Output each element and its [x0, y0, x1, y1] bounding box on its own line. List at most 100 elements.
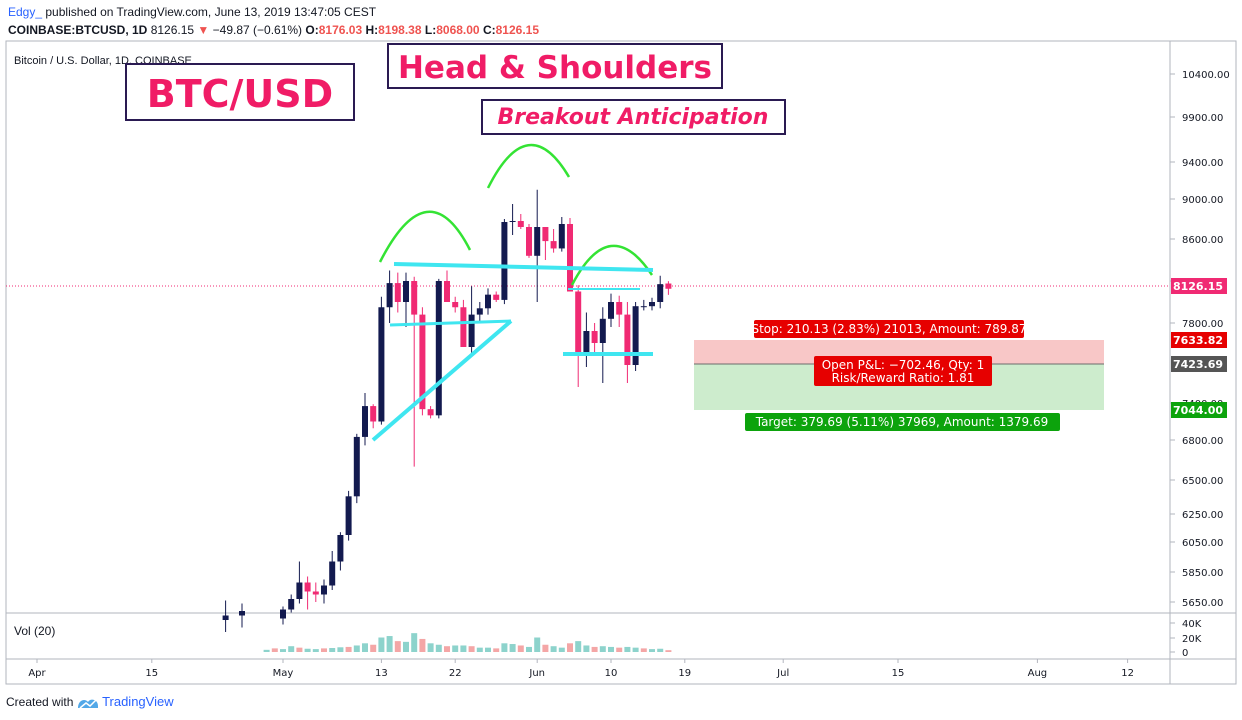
right-shoulder-arc[interactable] — [570, 244, 654, 286]
candle[interactable] — [624, 302, 631, 383]
candle-body — [624, 314, 631, 365]
publish-text: published on TradingView.com, June 13, 2… — [45, 5, 377, 19]
volume-bar — [394, 641, 401, 652]
candle[interactable] — [616, 295, 623, 327]
pnl-label-box[interactable] — [814, 356, 992, 386]
tradingview-brand[interactable]: TradingView — [102, 694, 174, 709]
stop-price-badge-text: 7633.82 — [1173, 334, 1223, 347]
candle[interactable] — [386, 270, 393, 324]
flag-top-line[interactable] — [389, 319, 512, 327]
candle[interactable] — [370, 404, 377, 429]
candle[interactable] — [329, 551, 336, 590]
candle[interactable] — [550, 229, 557, 253]
candle[interactable] — [476, 302, 483, 323]
volume-bar — [575, 641, 582, 652]
candle[interactable] — [632, 302, 639, 371]
stop-label-box[interactable] — [754, 320, 1024, 338]
candle[interactable] — [608, 293, 614, 327]
candle[interactable] — [345, 490, 352, 541]
candle[interactable] — [304, 576, 311, 610]
candle[interactable] — [427, 406, 434, 419]
candle[interactable] — [337, 532, 344, 571]
candle[interactable] — [403, 272, 409, 327]
pattern-drawings[interactable] — [371, 144, 654, 442]
candle[interactable] — [599, 307, 606, 383]
neckline[interactable] — [393, 262, 654, 272]
candle[interactable] — [312, 582, 319, 603]
support-trendline[interactable] — [371, 319, 513, 442]
candle[interactable] — [468, 286, 475, 355]
volume-bar — [329, 648, 336, 652]
candle[interactable] — [534, 189, 541, 302]
target-label-box[interactable] — [745, 413, 1060, 431]
volume-bar — [460, 645, 467, 652]
head-arc[interactable] — [486, 144, 571, 189]
title-box-hs[interactable] — [387, 43, 723, 89]
volume-bar — [624, 646, 631, 652]
candle[interactable] — [558, 217, 565, 252]
candle[interactable] — [501, 219, 508, 305]
high-value: 8198.38 — [378, 23, 422, 37]
candle[interactable] — [435, 278, 442, 419]
candle[interactable] — [239, 603, 245, 628]
candle[interactable] — [649, 297, 655, 311]
target-price-badge — [1171, 402, 1227, 418]
candle[interactable] — [526, 224, 532, 258]
candle-body — [378, 307, 385, 422]
left-shoulder-arc[interactable] — [378, 210, 472, 263]
candle[interactable] — [517, 214, 524, 229]
candle[interactable] — [288, 594, 295, 613]
candle-body — [411, 281, 418, 315]
candle[interactable] — [321, 579, 327, 604]
volume-bar — [526, 646, 532, 652]
candle[interactable] — [411, 276, 418, 467]
candle[interactable] — [444, 270, 450, 303]
candle[interactable] — [362, 393, 368, 446]
candle[interactable] — [542, 227, 549, 260]
candle[interactable] — [665, 281, 672, 295]
candle[interactable] — [394, 272, 401, 313]
price-tick-label: 10400.00 — [1182, 70, 1230, 81]
price-tick-label: 6800.00 — [1182, 436, 1223, 447]
volume-bar — [616, 647, 623, 652]
candle[interactable] — [575, 285, 582, 387]
title-box-btcusd[interactable] — [125, 63, 355, 121]
candle-body — [509, 221, 516, 222]
volume-bar — [476, 647, 483, 652]
candle[interactable] — [485, 288, 491, 315]
candle-body — [649, 302, 655, 307]
entry-price-badge — [1171, 356, 1227, 372]
candle[interactable] — [378, 296, 385, 425]
author-link[interactable]: Edgy_ — [8, 5, 43, 19]
volume-bar — [493, 648, 500, 652]
volume-bar — [378, 637, 385, 652]
time-tick-label: 13 — [375, 668, 388, 679]
volume-bar — [403, 641, 409, 652]
candle-body — [452, 302, 459, 308]
candle-body — [329, 561, 336, 586]
candle[interactable] — [353, 433, 360, 504]
candle[interactable] — [452, 296, 459, 313]
candle[interactable] — [567, 218, 573, 292]
price-tick-label: 7800.00 — [1182, 319, 1223, 330]
candle[interactable] — [640, 299, 647, 311]
candle[interactable] — [509, 204, 516, 235]
candle-body — [435, 281, 442, 416]
btcusd-chart[interactable]: Bitcoin / U.S. Dollar, 1D, COINBASE Vol … — [0, 0, 1242, 690]
candle-body — [296, 582, 303, 599]
candle[interactable] — [657, 275, 664, 309]
volume-bar — [509, 644, 516, 652]
title-box-breakout[interactable] — [481, 99, 786, 135]
volume-bar — [583, 645, 590, 652]
candle[interactable] — [583, 312, 590, 368]
volume-bar — [321, 648, 327, 652]
candle[interactable] — [296, 561, 303, 604]
candle[interactable] — [222, 600, 229, 633]
candles — [222, 189, 672, 633]
candle[interactable] — [280, 606, 286, 625]
symbol-ohlc-bar: COINBASE:BTCUSD, 1D 8126.15 ▼ −49.87 (−0… — [8, 22, 539, 38]
candle[interactable] — [493, 291, 500, 303]
volume-bar — [312, 649, 319, 652]
time-tick-label: 22 — [449, 668, 462, 679]
candle[interactable] — [591, 323, 598, 353]
